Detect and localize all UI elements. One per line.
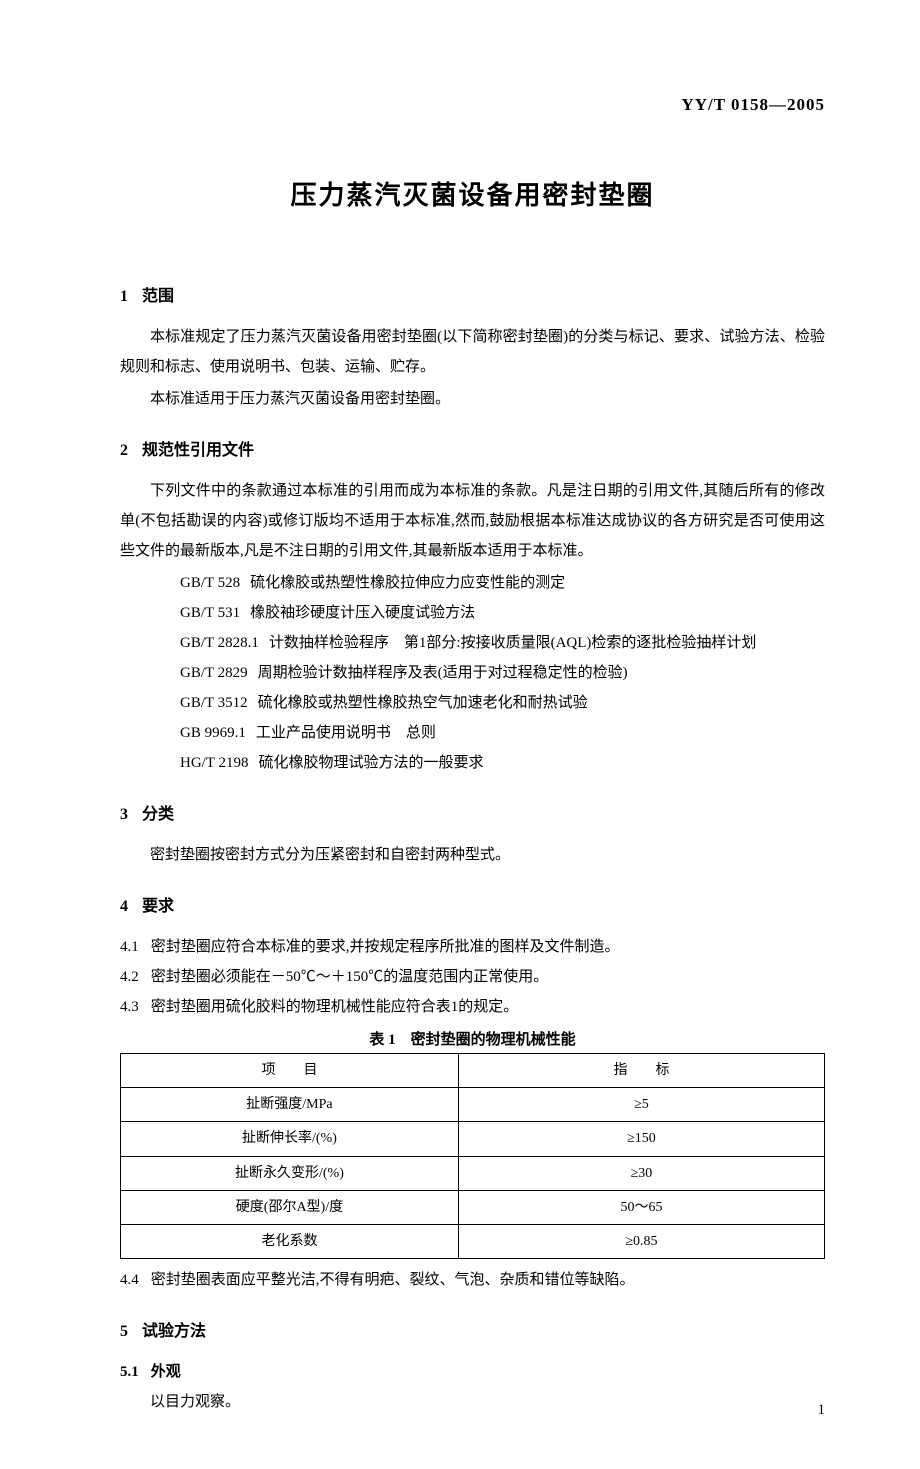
table-1-caption: 表 1 密封垫圈的物理机械性能 <box>120 1028 825 1049</box>
table-cell-spec: ≥5 <box>458 1088 824 1122</box>
table-cell-spec: ≥0.85 <box>458 1224 824 1258</box>
table-cell-item: 扯断伸长率/(%) <box>121 1122 459 1156</box>
clause-num: 4.1 <box>120 932 139 962</box>
table-row: 硬度(邵尔A型)/度 50～65 <box>121 1190 825 1224</box>
clause-num: 4.3 <box>120 992 139 1022</box>
reference-title: 周期检验计数抽样程序及表(适用于对过程稳定性的检验) <box>258 665 628 681</box>
reference-code: GB/T 2828.1 <box>150 628 259 658</box>
reference-item: GB/T 528 硫化橡胶或热塑性橡胶拉伸应力应变性能的测定 <box>120 568 825 598</box>
section-1-paragraph-2: 本标准适用于压力蒸汽灭菌设备用密封垫圈。 <box>120 384 825 414</box>
clause-4-3: 4.3 密封垫圈用硫化胶料的物理机械性能应符合表1的规定。 <box>120 992 825 1022</box>
reference-code: GB/T 3512 <box>150 688 248 718</box>
section-2-intro: 下列文件中的条款通过本标准的引用而成为本标准的条款。凡是注日期的引用文件,其随后… <box>120 476 825 566</box>
section-title: 试验方法 <box>142 1323 206 1340</box>
reference-item: GB 9969.1 工业产品使用说明书 总则 <box>120 718 825 748</box>
section-5-heading: 5 试验方法 <box>120 1317 825 1341</box>
reference-item: GB/T 2829 周期检验计数抽样程序及表(适用于对过程稳定性的检验) <box>120 658 825 688</box>
table-row: 扯断强度/MPa ≥5 <box>121 1088 825 1122</box>
table-row: 老化系数 ≥0.85 <box>121 1224 825 1258</box>
section-title: 规范性引用文件 <box>142 442 254 459</box>
table-cell-item: 老化系数 <box>121 1224 459 1258</box>
table-row: 扯断伸长率/(%) ≥150 <box>121 1122 825 1156</box>
table-cell-spec: ≥150 <box>458 1122 824 1156</box>
reference-code: GB/T 531 <box>150 598 240 628</box>
section-3-paragraph: 密封垫圈按密封方式分为压紧密封和自密封两种型式。 <box>120 840 825 870</box>
section-1-heading: 1 范围 <box>120 282 825 306</box>
document-title: 压力蒸汽灭菌设备用密封垫圈 <box>120 175 825 212</box>
section-title: 要求 <box>142 898 174 915</box>
table-row: 扯断永久变形/(%) ≥30 <box>121 1156 825 1190</box>
clause-text: 密封垫圈用硫化胶料的物理机械性能应符合表1的规定。 <box>151 999 519 1015</box>
table-cell-spec: 50～65 <box>458 1190 824 1224</box>
standard-number: YY/T 0158—2005 <box>120 95 825 115</box>
reference-item: GB/T 531 橡胶袖珍硬度计压入硬度试验方法 <box>120 598 825 628</box>
clause-text: 密封垫圈应符合本标准的要求,并按规定程序所批准的图样及文件制造。 <box>151 939 620 955</box>
clause-text: 密封垫圈表面应平整光洁,不得有明疤、裂纹、气泡、杂质和错位等缺陷。 <box>151 1272 635 1288</box>
reference-title: 计数抽样检验程序 第1部分:按接收质量限(AQL)检索的逐批检验抽样计划 <box>269 635 757 651</box>
table-cell-item: 硬度(邵尔A型)/度 <box>121 1190 459 1224</box>
section-num: 1 <box>120 288 128 306</box>
reference-code: HG/T 2198 <box>150 748 248 778</box>
reference-item: GB/T 2828.1 计数抽样检验程序 第1部分:按接收质量限(AQL)检索的逐… <box>120 628 825 658</box>
clause-4-1: 4.1 密封垫圈应符合本标准的要求,并按规定程序所批准的图样及文件制造。 <box>120 932 825 962</box>
table-cell-item: 扯断永久变形/(%) <box>121 1156 459 1190</box>
document-page: YY/T 0158—2005 压力蒸汽灭菌设备用密封垫圈 1 范围 本标准规定了压… <box>0 0 920 1469</box>
reference-code: GB/T 2829 <box>150 658 248 688</box>
page-number: 1 <box>818 1402 826 1419</box>
clause-num: 4.4 <box>120 1265 139 1295</box>
table-header-item: 项 目 <box>121 1054 459 1088</box>
clause-5-1-paragraph: 以目力观察。 <box>120 1387 825 1417</box>
reference-title: 硫化橡胶或热塑性橡胶拉伸应力应变性能的测定 <box>250 575 565 591</box>
reference-item: GB/T 3512 硫化橡胶或热塑性橡胶热空气加速老化和耐热试验 <box>120 688 825 718</box>
clause-4-2: 4.2 密封垫圈必须能在－50℃～＋150℃的温度范围内正常使用。 <box>120 962 825 992</box>
clause-heading-text: 外观 <box>151 1364 181 1380</box>
reference-title: 工业产品使用说明书 总则 <box>256 725 436 741</box>
clause-4-4: 4.4 密封垫圈表面应平整光洁,不得有明疤、裂纹、气泡、杂质和错位等缺陷。 <box>120 1265 825 1295</box>
reference-code: GB 9969.1 <box>150 718 246 748</box>
table-cell-spec: ≥30 <box>458 1156 824 1190</box>
reference-list: GB/T 528 硫化橡胶或热塑性橡胶拉伸应力应变性能的测定 GB/T 531 橡胶… <box>120 568 825 778</box>
clause-text: 密封垫圈必须能在－50℃～＋150℃的温度范围内正常使用。 <box>151 969 549 985</box>
section-num: 5 <box>120 1323 128 1341</box>
clause-5-1-heading: 5.1 外观 <box>120 1357 825 1387</box>
reference-item: HG/T 2198 硫化橡胶物理试验方法的一般要求 <box>120 748 825 778</box>
reference-title: 硫化橡胶或热塑性橡胶热空气加速老化和耐热试验 <box>258 695 588 711</box>
section-num: 2 <box>120 442 128 460</box>
clause-num: 5.1 <box>120 1357 139 1387</box>
reference-title: 橡胶袖珍硬度计压入硬度试验方法 <box>250 605 475 621</box>
clause-num: 4.2 <box>120 962 139 992</box>
table-1: 项 目 指 标 扯断强度/MPa ≥5 扯断伸长率/(%) ≥150 扯断永久变… <box>120 1053 825 1259</box>
table-header-spec: 指 标 <box>458 1054 824 1088</box>
section-3-heading: 3 分类 <box>120 800 825 824</box>
section-title: 范围 <box>142 288 174 305</box>
section-num: 4 <box>120 898 128 916</box>
section-4-heading: 4 要求 <box>120 892 825 916</box>
section-num: 3 <box>120 806 128 824</box>
reference-title: 硫化橡胶物理试验方法的一般要求 <box>258 755 483 771</box>
section-title: 分类 <box>142 806 174 823</box>
table-cell-item: 扯断强度/MPa <box>121 1088 459 1122</box>
table-header-row: 项 目 指 标 <box>121 1054 825 1088</box>
section-1-paragraph-1: 本标准规定了压力蒸汽灭菌设备用密封垫圈(以下简称密封垫圈)的分类与标记、要求、试… <box>120 322 825 382</box>
reference-code: GB/T 528 <box>150 568 240 598</box>
section-2-heading: 2 规范性引用文件 <box>120 436 825 460</box>
